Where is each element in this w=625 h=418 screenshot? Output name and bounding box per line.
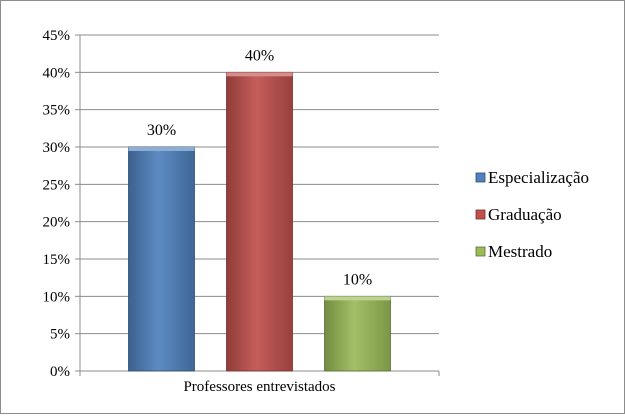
data-label: 10%: [343, 271, 372, 288]
y-tick-label: 45%: [43, 28, 71, 44]
x-category-label: Professores entrevistados: [183, 379, 335, 395]
y-tick-label: 35%: [43, 103, 71, 119]
data-label: 40%: [245, 47, 274, 64]
legend-label: Mestrado: [488, 242, 552, 261]
bar-1: [227, 72, 293, 371]
legend-label: Graduação: [488, 205, 562, 224]
bar-0: [129, 147, 195, 371]
bar-highlight: [129, 147, 195, 151]
legend-swatch: [476, 247, 485, 256]
legend-swatch: [476, 173, 485, 182]
y-tick-label: 25%: [43, 177, 71, 193]
data-label: 30%: [147, 122, 176, 139]
legend-swatch: [476, 210, 485, 219]
y-tick-label: 30%: [43, 140, 71, 156]
y-tick-label: 0%: [50, 364, 70, 380]
y-tick-label: 20%: [43, 215, 71, 231]
bar-highlight: [227, 72, 293, 76]
bar-highlight: [325, 296, 391, 300]
y-tick-label: 40%: [43, 65, 71, 81]
y-tick-label: 10%: [43, 289, 71, 305]
y-tick-label: 5%: [50, 327, 70, 343]
legend: Especialização Graduação Mestrado: [476, 168, 589, 261]
legend-label: Especialização: [488, 168, 589, 187]
bar-2: [325, 296, 391, 371]
y-tick-label: 15%: [43, 252, 71, 268]
